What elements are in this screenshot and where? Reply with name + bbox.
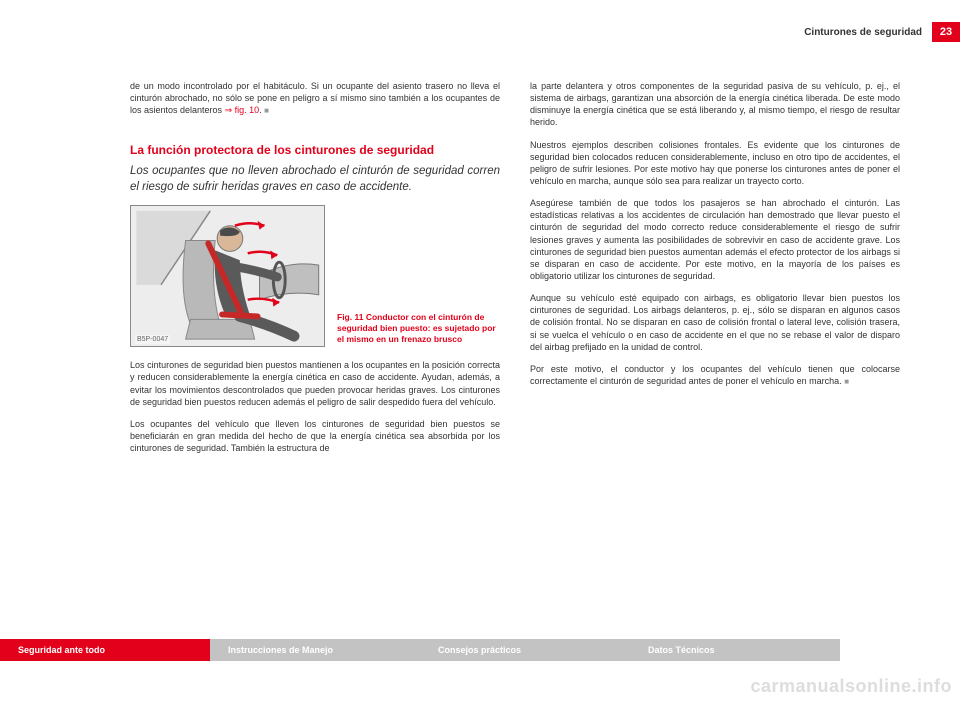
right-para-2: Nuestros ejemplos describen colisiones f… [530, 139, 900, 188]
sub-heading: La función protectora de los cinturones … [130, 142, 500, 158]
left-para-2: Los ocupantes del vehículo que lleven lo… [130, 418, 500, 454]
intro-italic: Los ocupantes que no lleven abrochado el… [130, 164, 500, 195]
footer-tabs: Seguridad ante todo Instrucciones de Man… [0, 639, 840, 661]
driver-belt-illustration [131, 206, 324, 346]
right-para-4: Aunque su vehículo esté equipado con air… [530, 292, 900, 353]
end-mark-icon: ■ [844, 377, 849, 386]
intro-text: de un modo incontrolado por el habitácul… [130, 81, 500, 115]
page-header: Cinturones de seguridad 23 [804, 22, 960, 42]
figure-code: B5P-0047 [135, 335, 170, 344]
left-column: de un modo incontrolado por el habitácul… [130, 80, 500, 464]
right-para-5: Por este motivo, el conductor y los ocup… [530, 363, 900, 388]
tab-seguridad[interactable]: Seguridad ante todo [0, 639, 210, 661]
tab-consejos[interactable]: Consejos prácticos [420, 639, 630, 661]
tab-datos[interactable]: Datos Técnicos [630, 639, 840, 661]
tab-instrucciones[interactable]: Instrucciones de Manejo [210, 639, 420, 661]
intro-end: . [259, 105, 262, 115]
page-number: 23 [932, 22, 960, 42]
section-title: Cinturones de seguridad [804, 27, 922, 38]
right-column: la parte delantera y otros componentes d… [530, 80, 900, 464]
content-area: de un modo incontrolado por el habitácul… [130, 80, 900, 464]
right-para-1: la parte delantera y otros componentes d… [530, 80, 900, 129]
figure-caption: Fig. 11 Conductor con el cinturón de seg… [337, 312, 500, 347]
fig-link: ⇒ fig. 10 [225, 105, 260, 115]
right-para-3: Asegúrese también de que todos los pasaj… [530, 197, 900, 282]
watermark: carmanualsonline.info [750, 676, 952, 697]
figure-row: B5P-0047 Fig. 11 Conductor con el cintur… [130, 205, 500, 347]
figure-illustration: B5P-0047 [130, 205, 325, 347]
end-mark-icon: ■ [264, 106, 269, 115]
intro-paragraph: de un modo incontrolado por el habitácul… [130, 80, 500, 117]
left-para-1: Los cinturones de seguridad bien puestos… [130, 359, 500, 408]
